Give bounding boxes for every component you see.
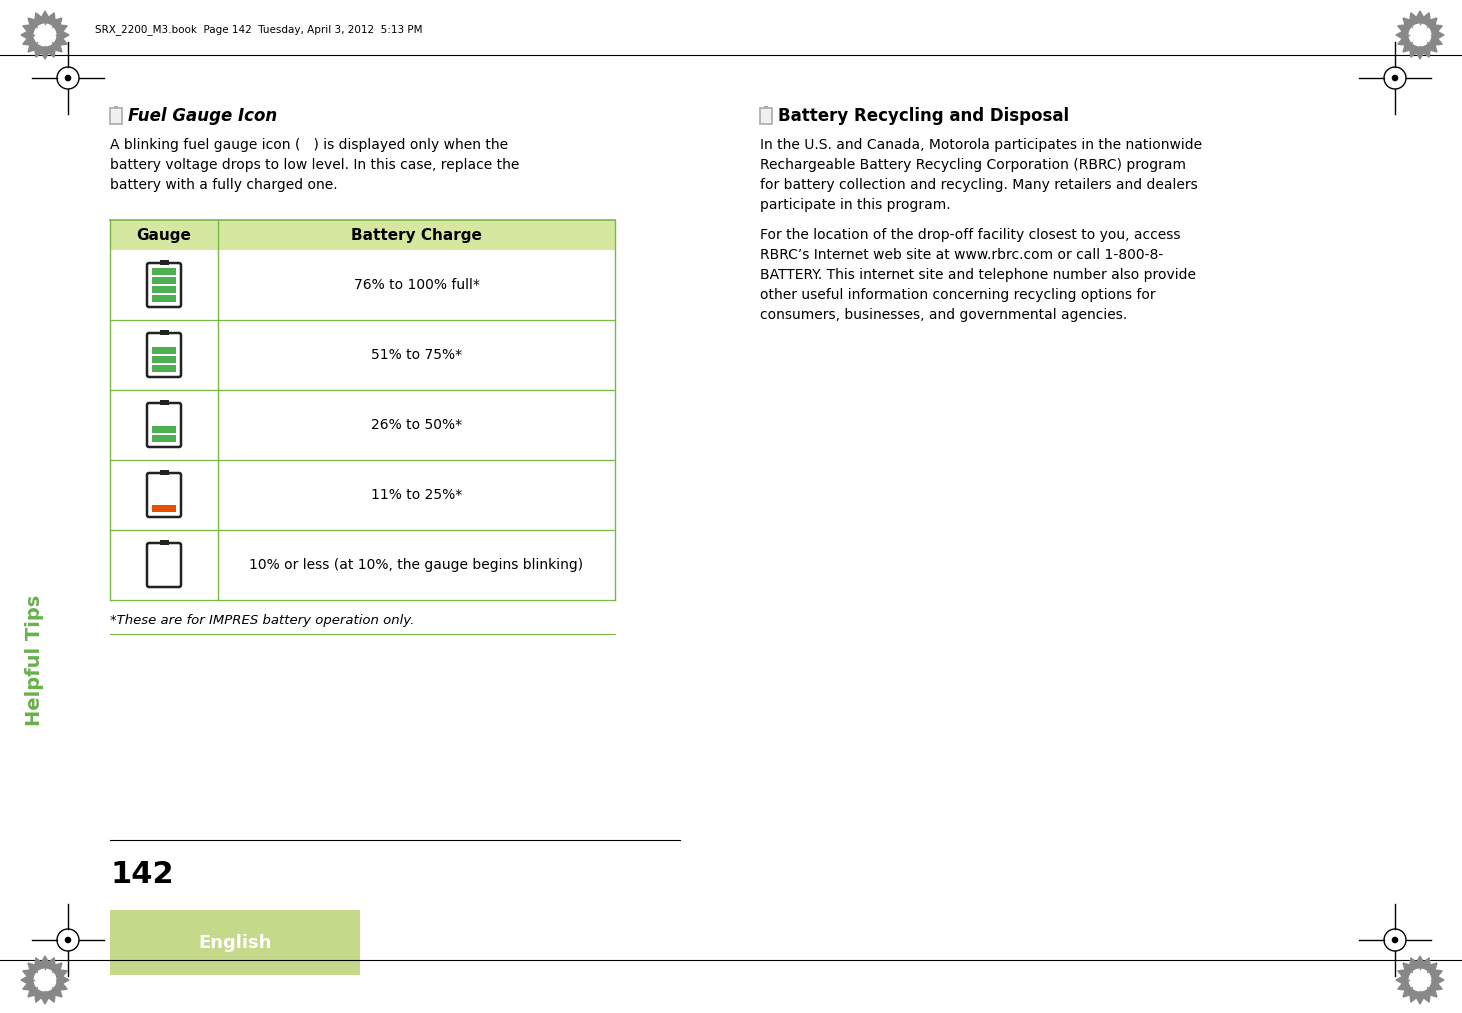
Bar [114,106,118,108]
Text: In the U.S. and Canada, Motorola participates in the nationwide
Rechargeable Bat: In the U.S. and Canada, Motorola partici… [760,138,1202,212]
Polygon shape [20,11,69,59]
Text: A blinking fuel gauge icon (   ) is displayed only when the
battery voltage drop: A blinking fuel gauge icon ( ) is displa… [110,138,519,192]
Text: Battery Recycling and Disposal: Battery Recycling and Disposal [778,107,1069,125]
Bar [760,108,772,124]
Text: SRX_2200_M3.book  Page 142  Tuesday, April 3, 2012  5:13 PM: SRX_2200_M3.book Page 142 Tuesday, April… [95,24,423,35]
Circle shape [64,75,72,81]
Text: 76% to 100% full*: 76% to 100% full* [354,278,480,292]
FancyBboxPatch shape [148,333,181,377]
Bar [152,426,175,433]
Circle shape [1409,969,1431,991]
Circle shape [1392,937,1398,943]
Bar [152,277,175,284]
Bar [152,347,175,354]
FancyBboxPatch shape [148,403,181,447]
Circle shape [64,937,72,943]
FancyBboxPatch shape [148,543,181,587]
Bar [763,106,769,108]
Polygon shape [20,956,69,1004]
Bar [159,470,168,475]
Bar [159,400,168,405]
Text: 142: 142 [110,860,174,889]
Bar [152,295,175,302]
Bar [152,505,175,512]
Text: 11% to 25%*: 11% to 25%* [371,488,462,502]
Bar [152,435,175,442]
Polygon shape [1396,956,1444,1004]
Bar [159,540,168,545]
Bar [159,330,168,335]
Text: *These are for IMPRES battery operation only.: *These are for IMPRES battery operation … [110,614,414,627]
Circle shape [34,969,56,991]
Text: 10% or less (at 10%, the gauge begins blinking): 10% or less (at 10%, the gauge begins bl… [250,558,583,572]
Text: For the location of the drop-off facility closest to you, access
RBRC’s Internet: For the location of the drop-off facilit… [760,228,1196,322]
Circle shape [1409,24,1431,46]
Polygon shape [1396,11,1444,59]
Bar [152,268,175,275]
Circle shape [34,24,56,46]
Text: Battery Charge: Battery Charge [351,228,482,242]
Bar [110,108,121,124]
Bar [152,365,175,372]
Text: 26% to 50%*: 26% to 50%* [371,418,462,432]
Text: English: English [199,934,272,951]
Bar [152,286,175,293]
Text: Gauge: Gauge [136,228,192,242]
FancyBboxPatch shape [148,473,181,517]
Bar [110,910,360,975]
FancyBboxPatch shape [148,263,181,307]
Bar [110,220,616,250]
Circle shape [1392,75,1398,81]
Text: 51% to 75%*: 51% to 75%* [371,348,462,362]
Text: Fuel Gauge Icon: Fuel Gauge Icon [129,107,278,125]
Bar [152,356,175,363]
Bar [159,260,168,265]
Text: Helpful Tips: Helpful Tips [25,595,44,725]
